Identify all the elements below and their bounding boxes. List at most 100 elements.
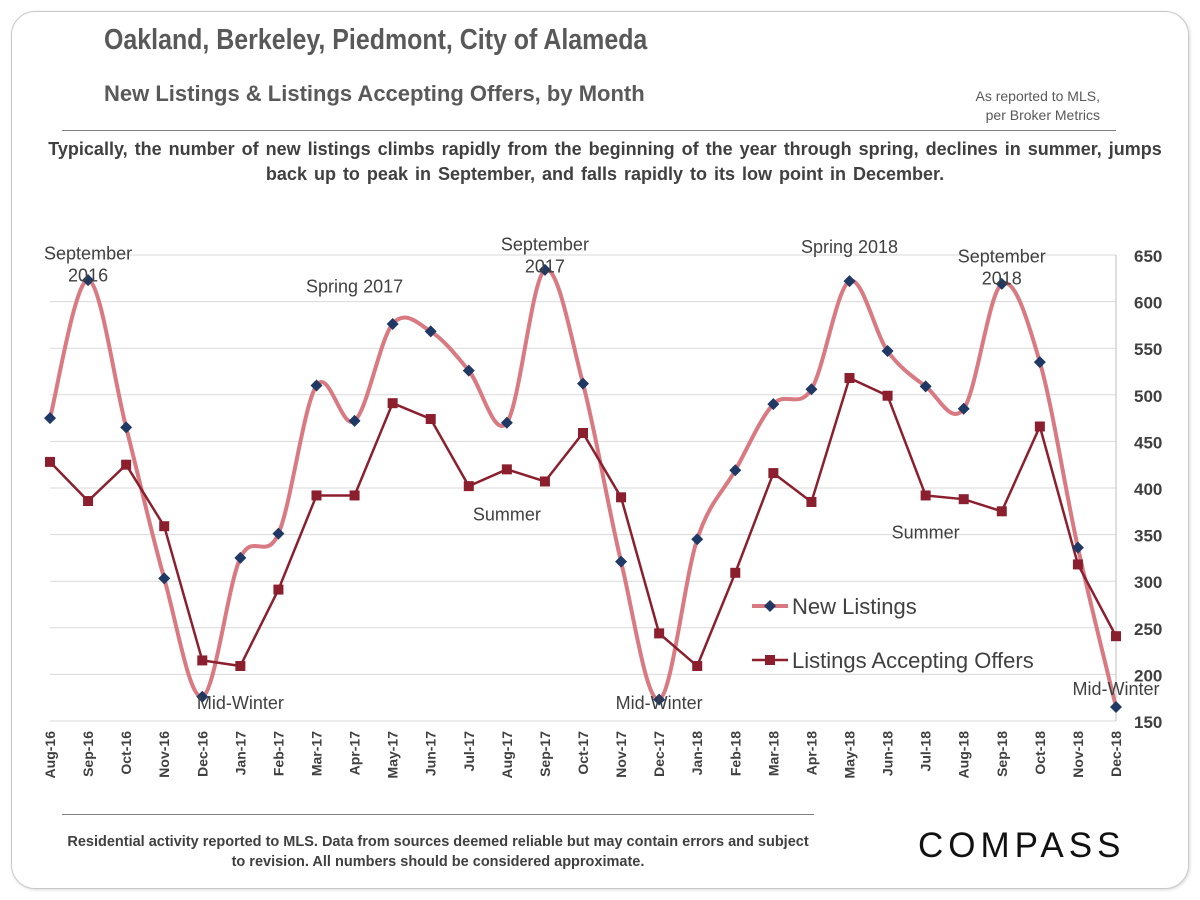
data-point-new-listings — [348, 414, 361, 427]
data-point-listings-accepting-offers — [349, 490, 360, 501]
x-tick-label: Oct-18 — [1032, 731, 1048, 775]
data-point-listings-accepting-offers — [958, 494, 969, 505]
y-tick-label: 600 — [1134, 294, 1162, 313]
new-listings-markers — [44, 263, 1122, 714]
y-tick-label: 500 — [1134, 387, 1162, 406]
x-tick-label: Oct-17 — [575, 731, 591, 775]
slide-frame — [11, 11, 1189, 889]
compass-logo: COMPASS — [918, 826, 1126, 865]
data-point-new-listings — [234, 551, 247, 564]
annotation-label: Mid-Winter — [1072, 679, 1159, 699]
data-point-new-listings — [919, 380, 932, 393]
annotation-label: September — [958, 246, 1046, 266]
annotation-label: Mid-Winter — [197, 693, 284, 713]
data-point-new-listings — [158, 572, 171, 585]
data-point-new-listings — [500, 416, 513, 429]
chart-title: Oakland, Berkeley, Piedmont, City of Ala… — [104, 24, 648, 56]
legend-label: Listings Accepting Offers — [792, 648, 1034, 673]
data-point-new-listings — [462, 364, 475, 377]
x-tick-label: Jul-18 — [918, 731, 934, 772]
annotation-label: Spring 2018 — [801, 237, 898, 257]
data-point-listings-accepting-offers — [311, 490, 322, 501]
data-point-listings-accepting-offers — [768, 468, 779, 479]
y-tick-label: 550 — [1134, 340, 1162, 359]
annotation-label: 2018 — [982, 268, 1022, 288]
data-point-listings-accepting-offers — [83, 496, 94, 507]
x-tick-label: Oct-16 — [118, 731, 134, 775]
legend-marker-new-listings — [764, 600, 776, 612]
data-point-new-listings — [424, 325, 437, 338]
x-tick-label: May-17 — [385, 731, 401, 779]
annotation-label: September — [501, 234, 589, 254]
data-point-new-listings — [1110, 701, 1122, 714]
x-tick-label: Nov-17 — [613, 731, 629, 778]
x-tick-label: Aug-16 — [42, 731, 58, 779]
data-point-new-listings — [1033, 356, 1046, 369]
data-point-new-listings — [120, 421, 133, 434]
data-point-listings-accepting-offers — [273, 584, 284, 595]
data-point-new-listings — [653, 693, 666, 706]
y-tick-label: 250 — [1134, 620, 1162, 639]
data-point-new-listings — [957, 402, 970, 415]
x-tick-label: Dec-18 — [1108, 731, 1124, 777]
annotation-label: 2017 — [525, 256, 565, 276]
data-point-listings-accepting-offers — [616, 492, 627, 503]
x-tick-label: Jan-17 — [232, 731, 248, 776]
data-point-new-listings — [196, 690, 209, 703]
x-tick-label: Sep-16 — [80, 731, 96, 777]
y-tick-label: 300 — [1134, 573, 1162, 592]
data-point-listings-accepting-offers — [1034, 421, 1045, 432]
data-point-listings-accepting-offers — [578, 428, 588, 439]
data-point-new-listings — [843, 275, 856, 288]
y-tick-label: 650 — [1134, 247, 1162, 266]
annotation-label: Summer — [892, 522, 960, 542]
data-point-listings-accepting-offers — [425, 414, 436, 425]
data-point-listings-accepting-offers — [882, 390, 893, 401]
data-point-new-listings — [44, 412, 56, 425]
annotation-label: September — [44, 244, 132, 264]
data-point-listings-accepting-offers — [501, 464, 512, 475]
x-tick-label: Nov-18 — [1070, 731, 1086, 778]
data-point-listings-accepting-offers — [387, 398, 398, 409]
data-point-new-listings — [310, 379, 323, 392]
x-tick-label: Nov-16 — [156, 731, 172, 778]
data-point-listings-accepting-offers — [920, 490, 931, 501]
annotation-label: Spring 2017 — [306, 276, 403, 296]
data-point-new-listings — [691, 533, 704, 546]
x-tick-label: Mar-17 — [309, 731, 325, 776]
source-note: As reported to MLS, per Broker Metrics — [975, 88, 1100, 123]
x-tick-label: Dec-17 — [651, 731, 667, 777]
data-point-new-listings — [386, 317, 399, 330]
data-point-new-listings — [729, 464, 742, 477]
y-tick-label: 400 — [1134, 480, 1162, 499]
data-point-listings-accepting-offers — [844, 373, 855, 384]
x-tick-label: May-18 — [842, 731, 858, 779]
data-point-listings-accepting-offers — [730, 567, 741, 578]
legend-marker-offers — [765, 655, 775, 665]
x-tick-label: Jun-17 — [423, 731, 439, 776]
offers-markers — [45, 373, 1121, 672]
x-tick-label: Apr-17 — [347, 731, 363, 776]
data-point-listings-accepting-offers — [45, 456, 55, 467]
data-point-listings-accepting-offers — [235, 661, 246, 672]
legend-label: New Listings — [792, 594, 917, 619]
data-point-new-listings — [577, 377, 589, 390]
data-point-listings-accepting-offers — [1072, 559, 1083, 570]
data-point-listings-accepting-offers — [463, 481, 474, 492]
gridlines — [50, 254, 1116, 722]
x-tick-label: Feb-17 — [270, 731, 286, 776]
x-tick-label: Sep-18 — [994, 731, 1010, 777]
header-divider — [62, 130, 1116, 131]
data-point-new-listings — [1071, 541, 1084, 554]
data-point-listings-accepting-offers — [159, 521, 170, 532]
data-point-new-listings — [538, 263, 551, 276]
data-point-new-listings — [767, 398, 780, 411]
data-point-listings-accepting-offers — [121, 459, 132, 470]
data-point-new-listings — [82, 274, 95, 287]
chart-subtitle: New Listings & Listings Accepting Offers… — [104, 81, 645, 106]
x-axis-ticks: Aug-16 Sep-16 Oct-16 Nov-16 Dec-16 Jan-17 Feb-… — [42, 731, 1124, 779]
data-point-new-listings — [615, 555, 628, 568]
series-line-new-listings — [48, 267, 1118, 708]
